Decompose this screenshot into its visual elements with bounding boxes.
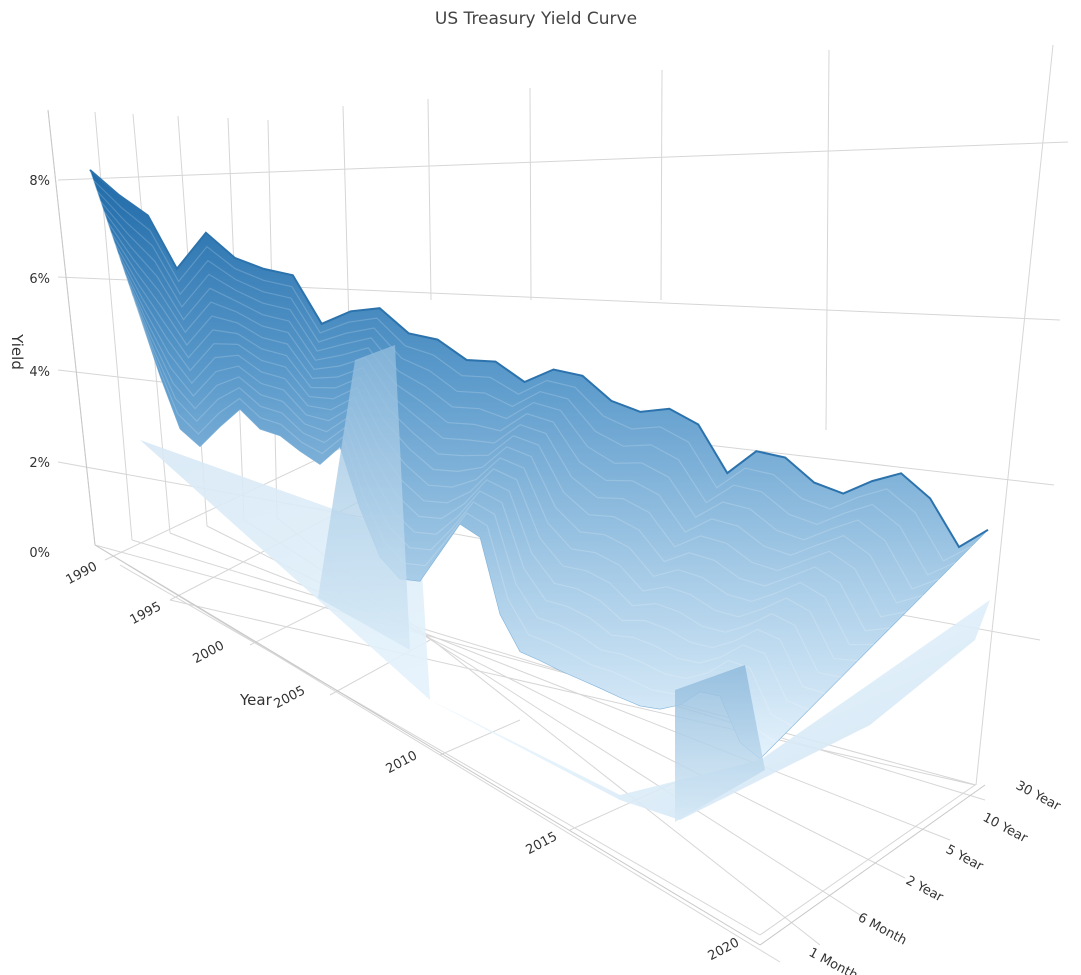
surface-contour bbox=[125, 274, 826, 694]
maturity-tick-label: 5 Year bbox=[943, 842, 986, 874]
surface-contour bbox=[96, 190, 956, 576]
z-axis-title: Yield bbox=[8, 333, 26, 370]
maturity-tick-label: 6 Month bbox=[855, 910, 909, 948]
surface-wall bbox=[675, 665, 765, 822]
year-tick-label: 1995 bbox=[128, 599, 164, 628]
yield-tick-label: 0% bbox=[29, 546, 50, 561]
surface-contour bbox=[110, 232, 891, 632]
surface-contour bbox=[121, 264, 842, 678]
chart-title: US Treasury Yield Curve bbox=[435, 9, 637, 29]
surface-contour bbox=[128, 285, 810, 711]
grid-lines bbox=[47, 44, 1069, 963]
surface-contour bbox=[118, 253, 858, 662]
year-tick-label: 2000 bbox=[191, 638, 227, 667]
surface-contour bbox=[135, 306, 777, 743]
surface-contour bbox=[93, 180, 972, 562]
year-tick-label: 2010 bbox=[384, 748, 420, 777]
surface-body bbox=[89, 169, 989, 760]
surface-contour bbox=[114, 243, 875, 646]
yield-axis-ticks: 0% 2% 4% 6% 8% bbox=[29, 174, 50, 561]
surface-contour bbox=[107, 222, 907, 618]
surface-wall bbox=[318, 345, 410, 650]
maturity-tick-label: 10 Year bbox=[980, 810, 1030, 846]
year-tick-label: 1990 bbox=[64, 559, 100, 588]
yield-tick-label: 2% bbox=[29, 456, 50, 471]
surface-contour bbox=[103, 211, 924, 604]
yield-surface bbox=[89, 169, 990, 822]
year-tick-label: 2015 bbox=[524, 829, 560, 858]
yield-tick-label: 4% bbox=[29, 365, 50, 380]
yield-tick-label: 6% bbox=[29, 272, 50, 287]
maturity-tick-label: 30 Year bbox=[1013, 778, 1063, 814]
maturity-tick-label: 1 Month bbox=[806, 945, 860, 975]
axes bbox=[47, 109, 986, 946]
yield-tick-label: 8% bbox=[29, 174, 50, 189]
surface-long-end-edge bbox=[89, 169, 989, 549]
surface-contour bbox=[100, 201, 940, 590]
maturity-tick-label: 2 Year bbox=[903, 873, 946, 905]
year-tick-label: 2005 bbox=[272, 683, 308, 712]
year-tick-label: 2020 bbox=[706, 935, 742, 964]
x-axis-title: Year bbox=[239, 691, 273, 709]
surface-contour bbox=[132, 295, 793, 727]
